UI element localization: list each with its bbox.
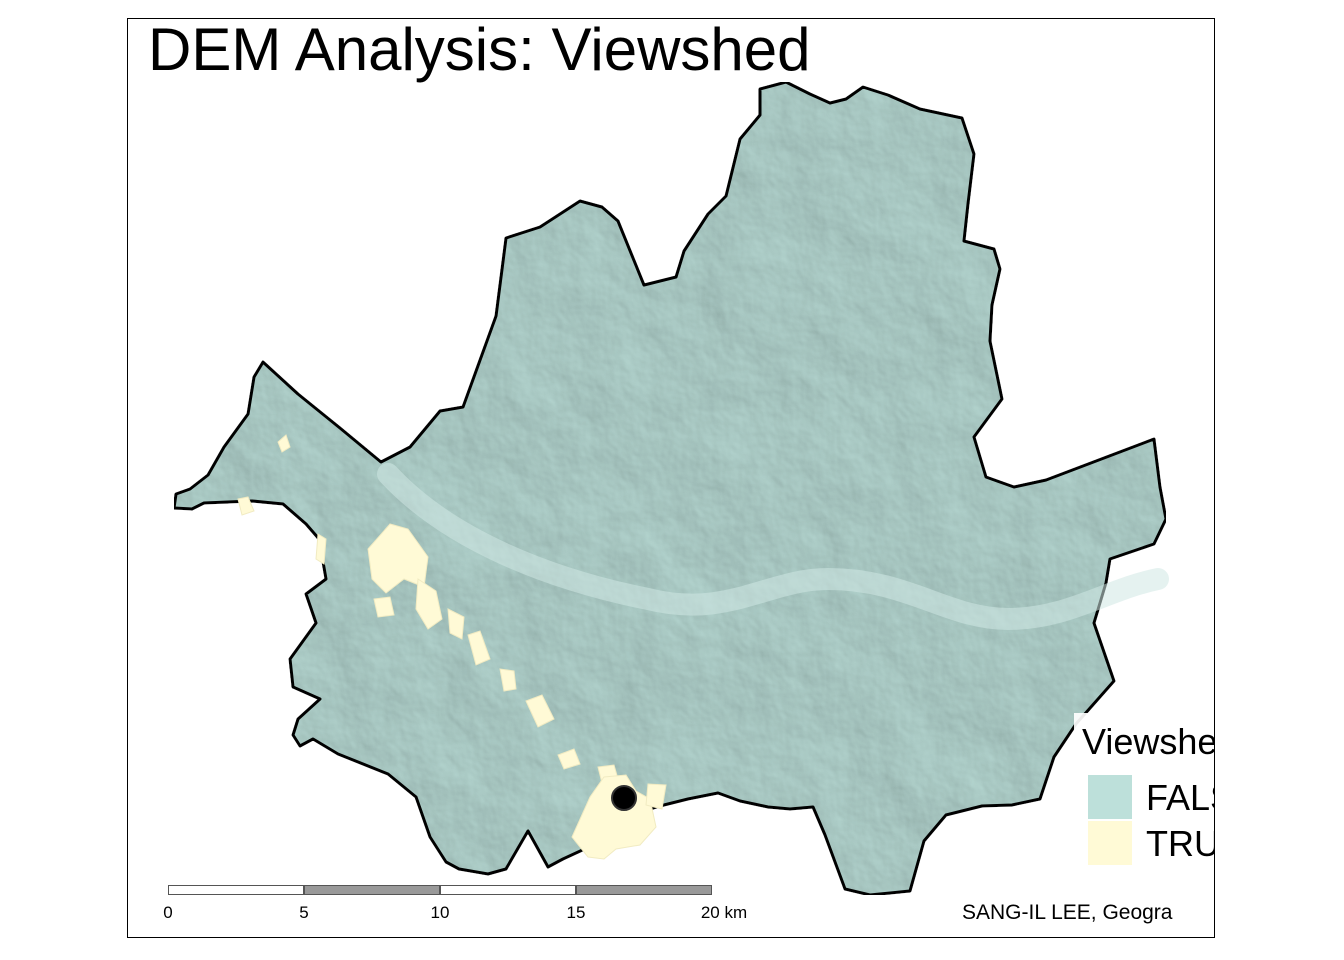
scale-segment	[168, 885, 304, 895]
scale-tick-label: 5	[299, 903, 309, 922]
observer-point-marker[interactable]	[611, 785, 637, 811]
viewshed-true-patches	[237, 434, 667, 860]
scale-tick-label: 15	[566, 903, 586, 922]
map-legend: Viewshed FALSE TRUE	[1074, 713, 1214, 885]
legend-title: Viewshed	[1082, 721, 1214, 762]
scale-segment	[440, 885, 576, 895]
scale-segment	[576, 885, 712, 895]
map-canvas	[172, 80, 1169, 897]
legend-label-true: TRUE	[1146, 823, 1214, 864]
scale-tick-label: 0	[163, 903, 173, 922]
map-title: DEM Analysis: Viewshed	[148, 18, 811, 83]
city-boundary	[172, 80, 1168, 897]
legend-swatch-false	[1088, 775, 1132, 819]
scale-tick-label: 20 km	[700, 903, 748, 922]
legend-swatch-true	[1088, 821, 1132, 865]
scale-tick-label: 10	[430, 903, 450, 922]
scale-segment	[304, 885, 440, 895]
legend-item-true: TRUE	[1088, 821, 1214, 865]
scale-bar: 0 5 10 15 20 km	[163, 885, 747, 925]
river-hint	[377, 463, 1169, 631]
legend-label-false: FALSE	[1146, 777, 1214, 818]
legend-item-false: FALSE	[1088, 775, 1214, 819]
map-credits: SANG-IL LEE, Geogra	[962, 901, 1173, 924]
map-panel: DEM Analysis: Viewshed Viewshed FALSE TR…	[127, 18, 1215, 938]
